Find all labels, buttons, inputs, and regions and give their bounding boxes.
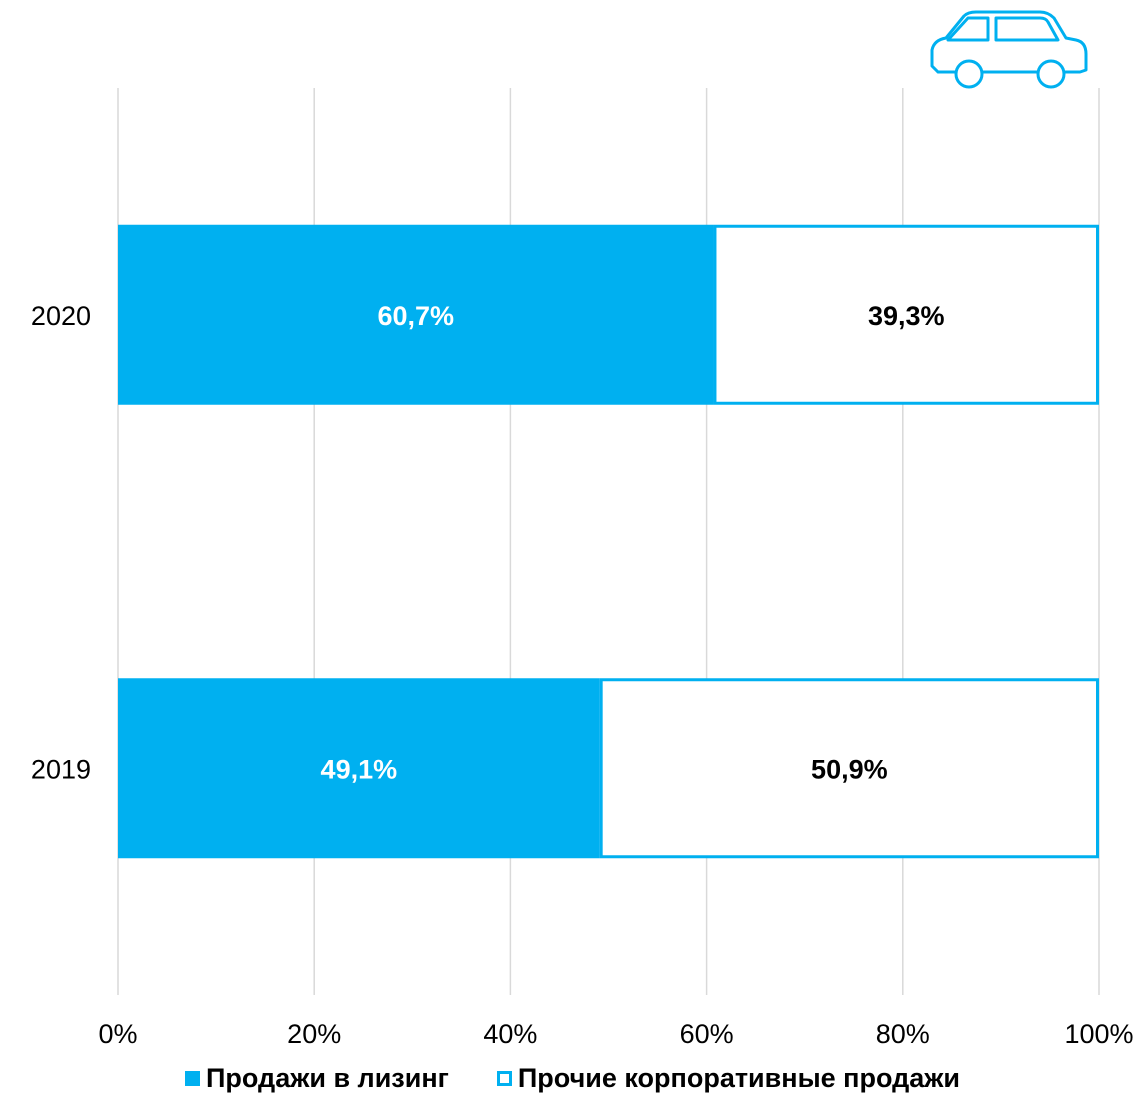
bar-segment-corporate (713, 224, 1099, 405)
data-label: 39,3% (868, 301, 945, 331)
car-icon (928, 10, 1090, 94)
y-category-label: 2019 (31, 754, 91, 784)
bar-segment-corporate (599, 678, 1100, 859)
x-tick-label: 80% (876, 1019, 930, 1049)
legend-swatch-corporate (496, 1071, 512, 1086)
data-label: 50,9% (811, 754, 888, 784)
stacked-bar-chart: 0% 20% 40% 60% 80% 100% 49,1% 50,9% 2019 60,7% 39,… (31, 88, 1134, 1049)
x-tick-label: 40% (483, 1019, 537, 1049)
data-label: 49,1% (321, 754, 398, 784)
legend-label-corporate: Прочие корпоративные продажи (517, 1063, 960, 1093)
bar-segment-leasing (118, 224, 714, 405)
bar-segment-leasing (118, 678, 600, 859)
data-label: 60,7% (377, 301, 454, 331)
x-tick-label: 20% (287, 1019, 341, 1049)
x-tick-label: 60% (680, 1019, 734, 1049)
x-tick-label: 100% (1064, 1019, 1133, 1049)
chart-legend: Продажи в лизинг Прочие корпоративные пр… (0, 1063, 1145, 1094)
y-category-label: 2020 (31, 301, 91, 331)
legend-swatch-leasing (185, 1071, 201, 1086)
x-tick-label: 0% (98, 1019, 137, 1049)
legend-label-leasing: Продажи в лизинг (206, 1063, 449, 1093)
legend-item-leasing: Продажи в лизинг (185, 1063, 449, 1094)
legend-item-corporate: Прочие корпоративные продажи (496, 1063, 960, 1094)
